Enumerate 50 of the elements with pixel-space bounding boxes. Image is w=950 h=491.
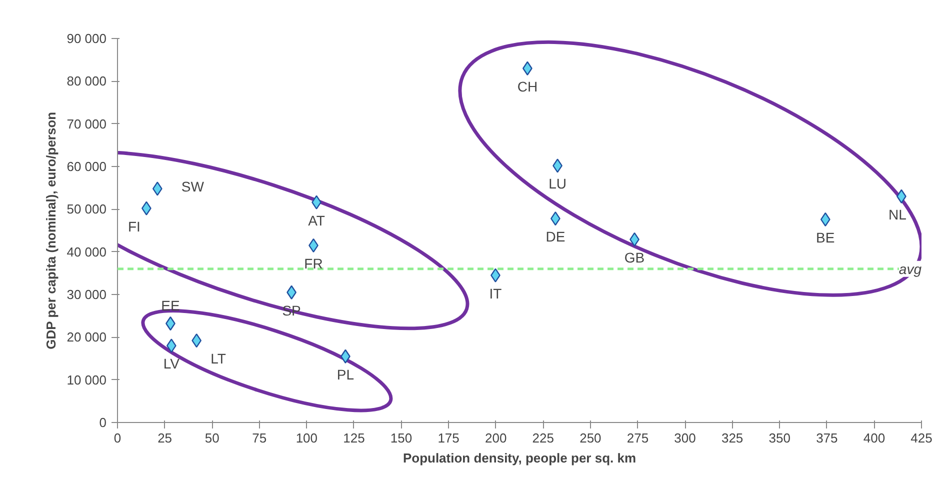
y-tick-label: 90 000 — [66, 31, 107, 46]
x-tick-label: 350 — [768, 430, 790, 446]
annotation: SW — [181, 178, 205, 195]
y-tick-label: 40 000 — [66, 244, 107, 260]
y-axis-title: GDP per capita (nominal), euro/person — [44, 112, 59, 350]
x-tick-label: 325 — [721, 430, 744, 446]
annotation: DE — [546, 228, 566, 245]
y-tick-label: 30 000 — [66, 287, 107, 302]
point — [152, 182, 162, 196]
point — [192, 333, 202, 348]
annotation: CH — [517, 78, 538, 94]
x-tick-label: 250 — [580, 430, 602, 446]
y-tick-label: 80 000 — [66, 74, 107, 89]
y-tick-label: 70 000 — [66, 116, 107, 132]
x-tick-label: 25 — [158, 430, 172, 446]
x-tick-label: 100 — [296, 430, 318, 446]
ref-line-label: avg — [898, 260, 922, 277]
x-tick-label: 75 — [252, 430, 267, 446]
annotation: LU — [548, 176, 566, 192]
x-tick-label: 200 — [485, 430, 507, 446]
annotation: PL — [336, 366, 354, 382]
y-tick-label: 10 000 — [66, 372, 107, 388]
y-tick-label: 0 — [99, 415, 107, 430]
x-tick-label: 275 — [626, 430, 649, 446]
x-axis-title: Population density, people per sq. km — [402, 450, 636, 466]
annotation: FI — [128, 218, 140, 234]
point — [820, 212, 830, 227]
annotation: IT — [489, 285, 502, 302]
x-tick-label: 375 — [816, 430, 838, 446]
y-tick-label: 20 000 — [66, 330, 107, 345]
x-tick-label: 0 — [114, 430, 122, 446]
annotation: FR — [304, 255, 323, 272]
annotation: GB — [624, 249, 645, 266]
annotation: LV — [163, 356, 180, 372]
x-tick-label: 300 — [674, 430, 696, 446]
annotation: SP — [282, 302, 301, 318]
x-tick-label: 150 — [390, 430, 412, 446]
x-tick-label: 400 — [863, 430, 886, 446]
annotation: NL — [888, 206, 907, 222]
annotation: AT — [308, 212, 326, 228]
x-tick-label: 125 — [343, 430, 365, 446]
x-tick-label: 425 — [910, 430, 932, 446]
y-tick-label: 50 000 — [66, 202, 107, 217]
point — [166, 338, 176, 353]
annotation: LT — [210, 350, 226, 367]
x-tick-label: 175 — [438, 430, 460, 446]
x-tick-label: 50 — [204, 430, 220, 446]
y-tick-label: 60 000 — [66, 159, 107, 174]
x-tick-label: 225 — [532, 430, 554, 446]
annotation: BE — [816, 229, 835, 246]
